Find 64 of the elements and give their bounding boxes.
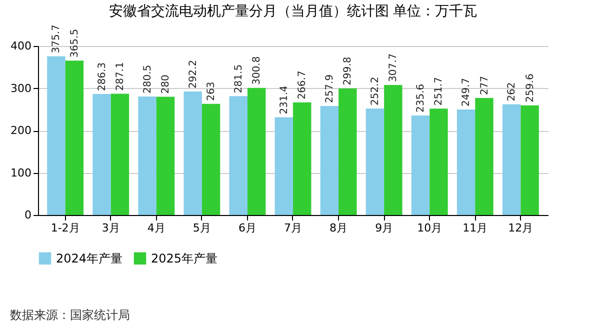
- x-tick-label: 7月: [284, 222, 302, 234]
- data-label: 286.3: [96, 62, 108, 92]
- data-label: 375.7: [51, 24, 62, 54]
- bar: [110, 94, 130, 215]
- bar: [456, 110, 476, 215]
- data-label: 251.7: [434, 77, 445, 106]
- data-label: 262: [506, 82, 518, 102]
- data-label: 235.6: [416, 84, 426, 112]
- x-tick-label: 6月: [238, 222, 256, 234]
- data-label: 257.9: [324, 74, 336, 104]
- x-tick-label: 10月: [417, 222, 442, 234]
- bar: [184, 92, 202, 215]
- y-tick-label: 100: [10, 166, 32, 180]
- y-tick-label: 0: [24, 208, 32, 222]
- data-label: 249.7: [461, 78, 472, 106]
- x-tick-label: 9月: [375, 222, 394, 234]
- data-label: 259.6: [524, 74, 536, 102]
- bar: [274, 117, 293, 215]
- bar: [47, 56, 66, 215]
- data-label: 231.4: [278, 86, 290, 114]
- x-tick-label: 11月: [462, 222, 488, 234]
- bar: [293, 102, 312, 215]
- bar: [247, 88, 266, 215]
- x-tick-label: 3月: [102, 222, 120, 234]
- bar: [338, 88, 357, 215]
- data-label: 307.7: [388, 53, 400, 82]
- data-label: 280.5: [142, 64, 154, 94]
- data-label: 300.8: [252, 56, 263, 85]
- bar: [156, 96, 175, 215]
- y-tick-label: 200: [10, 124, 32, 137]
- bar: [138, 96, 156, 215]
- data-label: 292.2: [188, 60, 199, 89]
- bar: [366, 108, 384, 215]
- x-tick-label: 5月: [192, 222, 211, 234]
- data-label: 252.2: [370, 76, 381, 106]
- bar: [384, 84, 402, 215]
- x-tick-label: 1-2月: [50, 222, 80, 234]
- bar: [411, 115, 430, 215]
- data-label: 287.1: [114, 62, 126, 91]
- bar: [202, 104, 220, 215]
- bar: [430, 108, 448, 215]
- y-tick-label: 300: [10, 82, 32, 95]
- bar: [92, 94, 111, 215]
- legend-label: 2024年产量: [56, 251, 123, 266]
- bar: [475, 98, 494, 215]
- legend-label: 2025年产量: [151, 251, 218, 266]
- data-label: 299.8: [342, 56, 354, 86]
- bar: [229, 96, 248, 215]
- bar: [502, 104, 521, 215]
- data-label: 365.5: [69, 28, 80, 58]
- chart-title: 安徽省交流电动机产量分月（当月值）统计图 单位：万千瓦: [108, 4, 478, 20]
- x-tick-label: 4月: [147, 222, 166, 234]
- bar: [520, 105, 539, 215]
- x-tick-label: 8月: [330, 222, 348, 234]
- data-label: 277: [479, 76, 490, 95]
- bar: [320, 106, 339, 215]
- source-note: 数据来源：国家统计局: [10, 307, 130, 324]
- data-label: 266.7: [297, 70, 308, 100]
- bar: [65, 60, 84, 215]
- y-tick-label: 400: [10, 40, 32, 52]
- data-label: 280: [160, 74, 172, 94]
- data-label: 281.5: [233, 64, 244, 94]
- data-label: 263: [206, 82, 218, 101]
- x-tick-label: 12月: [508, 222, 534, 234]
